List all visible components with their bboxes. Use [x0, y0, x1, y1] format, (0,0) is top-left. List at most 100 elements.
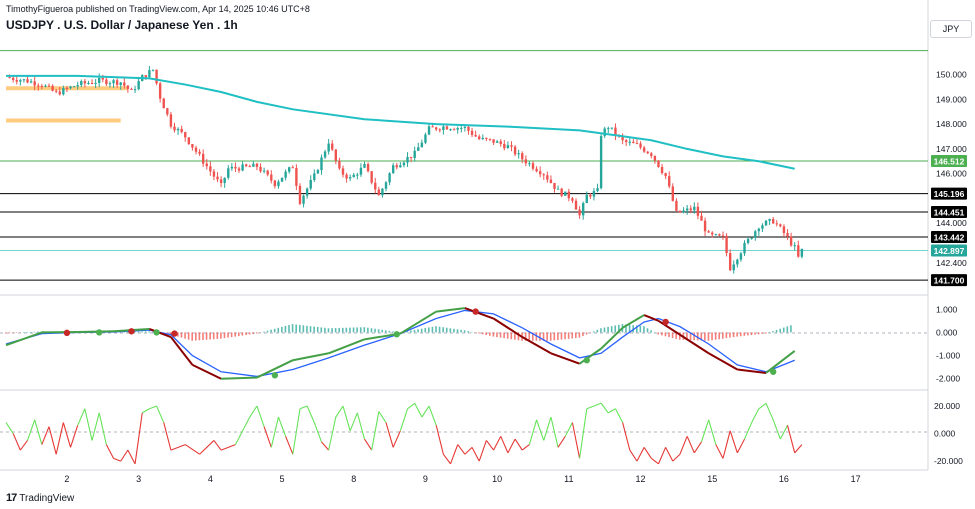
candle-body-84 — [309, 179, 312, 189]
momentum-segment-87 — [665, 447, 674, 462]
momentum-segment-99 — [751, 408, 760, 423]
candle-body-129 — [470, 130, 474, 135]
candle-body-56 — [209, 166, 212, 172]
momentum-segment-11 — [84, 408, 93, 441]
candle-body-185 — [671, 186, 675, 201]
macd-hist-bar-184 — [664, 332, 667, 337]
candle-body-55 — [205, 163, 208, 167]
macd-hist-bar-139 — [503, 332, 505, 339]
candle-body-141 — [513, 146, 517, 155]
candle-body-145 — [528, 163, 531, 165]
momentum-segment-10 — [77, 408, 86, 426]
candle-body-187 — [678, 210, 682, 213]
macd-hist-bar-62 — [227, 332, 229, 338]
candle-body-36 — [137, 81, 140, 90]
candle-body-160 — [581, 203, 585, 216]
macd-hist-bar-73 — [266, 330, 269, 333]
macd-hist-bar-210 — [757, 332, 760, 335]
candle-body-51 — [191, 144, 194, 148]
macd-fast-segment-15 — [493, 317, 523, 338]
candle-body-151 — [549, 179, 553, 183]
macd-hist-bar-90 — [327, 328, 330, 333]
macd-hist-bar-85 — [309, 326, 312, 333]
macd-hist-bar-2 — [12, 332, 14, 334]
candle-body-73 — [270, 174, 273, 181]
candle-body-27 — [105, 79, 108, 85]
candle-body-133 — [485, 137, 488, 139]
macd-hist-bar-202 — [729, 332, 731, 338]
macd-hist-bar-197 — [711, 332, 713, 341]
macd-hist-bar-0 — [5, 332, 7, 334]
macd-hist-bar-89 — [324, 327, 326, 333]
macd-hist-bar-82 — [298, 324, 301, 333]
momentum-segment-103 — [779, 425, 789, 440]
candle-body-60 — [223, 177, 226, 184]
macd-hist-bar-130 — [471, 331, 473, 333]
momentum-segment-91 — [693, 441, 702, 454]
candle-body-205 — [743, 242, 746, 254]
candle-body-191 — [693, 206, 696, 211]
candle-body-113 — [413, 150, 416, 158]
candle-body-107 — [391, 165, 395, 174]
currency-button[interactable]: JPY — [930, 20, 972, 38]
momentum-segment-25 — [199, 440, 215, 455]
macd-hist-bar-134 — [485, 332, 487, 336]
momentum-segment-56 — [442, 453, 451, 465]
candle-body-189 — [685, 208, 689, 211]
price-label-2: 144.451 — [934, 208, 965, 218]
macd-hist-bar-160 — [578, 332, 581, 338]
candle-body-136 — [495, 141, 499, 143]
macd-fast-segment-26 — [765, 350, 796, 374]
candle-body-115 — [420, 142, 424, 148]
macd-hist-bar-119 — [431, 326, 434, 333]
candle-body-127 — [463, 126, 467, 128]
candle-body-34 — [130, 88, 133, 90]
momentum-segment-89 — [679, 436, 688, 455]
macd-slow-line — [5, 309, 795, 378]
candle-body-23 — [90, 83, 94, 85]
momentum-segment-100 — [758, 402, 767, 410]
ema-line — [6, 74, 795, 170]
macd-hist-bar-3 — [15, 332, 18, 333]
macd-tick-label-2: -1.000 — [936, 351, 960, 361]
macd-hist-bar-149 — [539, 332, 541, 341]
candle-body-105 — [384, 182, 388, 189]
macd-fast-segment-20 — [622, 314, 645, 329]
macd-cross-marker-0 — [63, 329, 71, 337]
candle-body-10 — [44, 85, 47, 87]
momentum-segment-57 — [450, 444, 459, 465]
momentum-segment-1 — [12, 433, 21, 451]
macd-hist-bar-41 — [151, 331, 154, 333]
candle-body-39 — [148, 70, 151, 78]
macd-hist-bar-49 — [180, 332, 183, 338]
macd-hist-bar-78 — [284, 325, 287, 333]
candle-body-120 — [438, 129, 441, 131]
macd-hist-bar-154 — [557, 332, 559, 340]
macd-hist-bar-93 — [338, 327, 341, 333]
candle-body-57 — [212, 171, 216, 177]
macd-hist-bar-155 — [560, 332, 563, 340]
candle-body-90 — [331, 143, 334, 150]
macd-hist-bar-207 — [747, 332, 749, 336]
macd-hist-bar-156 — [564, 332, 566, 340]
macd-hist-bar-112 — [406, 331, 409, 333]
macd-hist-bar-100 — [363, 327, 366, 333]
macd-cross-marker-1 — [96, 329, 103, 336]
footer-brand[interactable]: 17 TradingView — [6, 492, 74, 504]
macd-hist-bar-65 — [238, 332, 240, 337]
momentum-segment-73 — [564, 422, 573, 437]
macd-hist-bar-66 — [241, 332, 244, 336]
candle-body-3 — [19, 80, 22, 82]
macd-hist-bar-8 — [33, 331, 36, 333]
candle-body-52 — [194, 147, 198, 152]
macd-hist-bar-79 — [288, 325, 290, 333]
candle-body-192 — [696, 206, 700, 216]
candle-body-109 — [399, 165, 402, 168]
candle-body-164 — [596, 188, 599, 192]
macd-hist-bar-7 — [30, 332, 32, 333]
macd-hist-bar-88 — [320, 327, 323, 333]
macd-hist-bar-120 — [435, 326, 437, 333]
macd-hist-bar-6 — [26, 332, 29, 333]
macd-hist-bar-169 — [610, 326, 613, 333]
